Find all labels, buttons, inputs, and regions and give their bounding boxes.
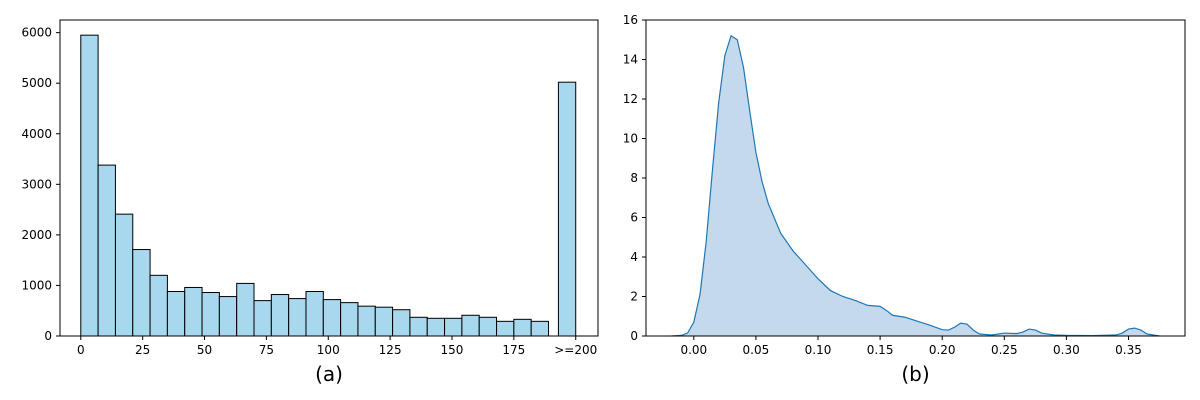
histogram-bar bbox=[496, 320, 515, 337]
x-tick-label: 150 bbox=[441, 343, 464, 357]
histogram-bar bbox=[530, 320, 550, 337]
plot-frame bbox=[59, 19, 599, 337]
plot-frame bbox=[645, 19, 1186, 337]
y-tick-label: 6 bbox=[630, 211, 638, 225]
histogram-bar bbox=[218, 296, 238, 337]
histogram-bar bbox=[253, 300, 272, 337]
x-tick-label: >=200 bbox=[554, 343, 597, 357]
x-tick-label: 100 bbox=[317, 343, 340, 357]
histogram-bar bbox=[426, 317, 446, 337]
y-tick-label: 16 bbox=[623, 13, 638, 27]
x-tick-label: 175 bbox=[502, 343, 525, 357]
x-tick-label: 0.15 bbox=[867, 343, 894, 357]
x-axis-ticks: 0 25 50 75 100 125 150 175 >=200 bbox=[77, 336, 597, 357]
x-axis-ticks: 0.00 0.05 0.10 0.15 0.20 0.25 0.30 0.35 bbox=[680, 336, 1142, 357]
y-tick-label: 1000 bbox=[21, 278, 52, 292]
panel-caption: (b) bbox=[901, 362, 929, 386]
panel-caption: (a) bbox=[315, 362, 343, 386]
histogram-bar bbox=[322, 299, 342, 337]
x-tick-label: 0.00 bbox=[680, 343, 707, 357]
histogram-bar bbox=[166, 291, 186, 337]
y-tick-label: 3000 bbox=[21, 177, 52, 191]
histogram-bar bbox=[132, 249, 151, 337]
y-tick-label: 10 bbox=[623, 132, 638, 146]
x-tick-label: 125 bbox=[379, 343, 402, 357]
histogram-bar bbox=[513, 318, 532, 337]
y-tick-label: 0 bbox=[44, 329, 52, 343]
histogram-bar bbox=[392, 309, 411, 337]
histogram-bar bbox=[236, 282, 255, 337]
histogram-bar bbox=[340, 302, 359, 337]
density-fill bbox=[671, 35, 1160, 337]
histogram-bar bbox=[557, 81, 577, 337]
histogram-bar bbox=[288, 298, 307, 337]
histogram-bars bbox=[80, 34, 577, 337]
x-tick-label: 0.30 bbox=[1053, 343, 1080, 357]
histogram-bar bbox=[97, 164, 116, 337]
histogram-bar bbox=[270, 294, 290, 337]
y-tick-label: 5000 bbox=[21, 76, 52, 90]
histogram-bar bbox=[409, 316, 428, 337]
y-axis-ticks: 0 1000 2000 3000 4000 5000 6000 bbox=[21, 26, 60, 343]
y-axis-ticks: 0 2 4 6 8 10 12 14 16 bbox=[623, 13, 646, 343]
y-tick-label: 12 bbox=[623, 92, 638, 106]
x-tick-label: 0.10 bbox=[805, 343, 832, 357]
x-tick-label: 0.20 bbox=[929, 343, 956, 357]
histogram-bar bbox=[374, 306, 394, 337]
histogram-bar bbox=[184, 286, 203, 337]
x-tick-label: 0.25 bbox=[991, 343, 1018, 357]
histogram-bar bbox=[149, 274, 168, 337]
y-tick-label: 14 bbox=[623, 53, 638, 67]
histogram-bar bbox=[114, 213, 134, 337]
density-plot bbox=[671, 34, 1160, 337]
histogram-bar bbox=[478, 316, 498, 337]
density-panel: 0.00 0.05 0.10 0.15 0.20 0.25 0.30 0.35 0 2 4 6 8 10… bbox=[623, 13, 1186, 386]
histogram-bar bbox=[305, 291, 324, 337]
x-tick-label: 0.35 bbox=[1115, 343, 1142, 357]
histogram-bar bbox=[444, 317, 463, 337]
histogram-bar bbox=[80, 34, 99, 337]
histogram-bar bbox=[201, 292, 220, 337]
y-tick-label: 8 bbox=[630, 171, 638, 185]
x-tick-label: 75 bbox=[259, 343, 274, 357]
x-tick-label: 0.05 bbox=[743, 343, 770, 357]
histogram-bar bbox=[461, 314, 480, 337]
y-tick-label: 2 bbox=[630, 290, 638, 304]
histogram-bar bbox=[357, 305, 376, 337]
x-tick-label: 25 bbox=[135, 343, 150, 357]
density-line bbox=[671, 34, 1160, 337]
y-tick-label: 4 bbox=[630, 250, 638, 264]
x-tick-label: 0 bbox=[77, 343, 85, 357]
y-tick-label: 6000 bbox=[21, 26, 52, 40]
y-tick-label: 2000 bbox=[21, 228, 52, 242]
y-tick-label: 0 bbox=[630, 329, 638, 343]
histogram-panel: 0 25 50 75 100 125 150 175 >=200 0 1000 2000 3000 40… bbox=[21, 19, 599, 386]
x-tick-label: 50 bbox=[197, 343, 212, 357]
y-tick-label: 4000 bbox=[21, 127, 52, 141]
